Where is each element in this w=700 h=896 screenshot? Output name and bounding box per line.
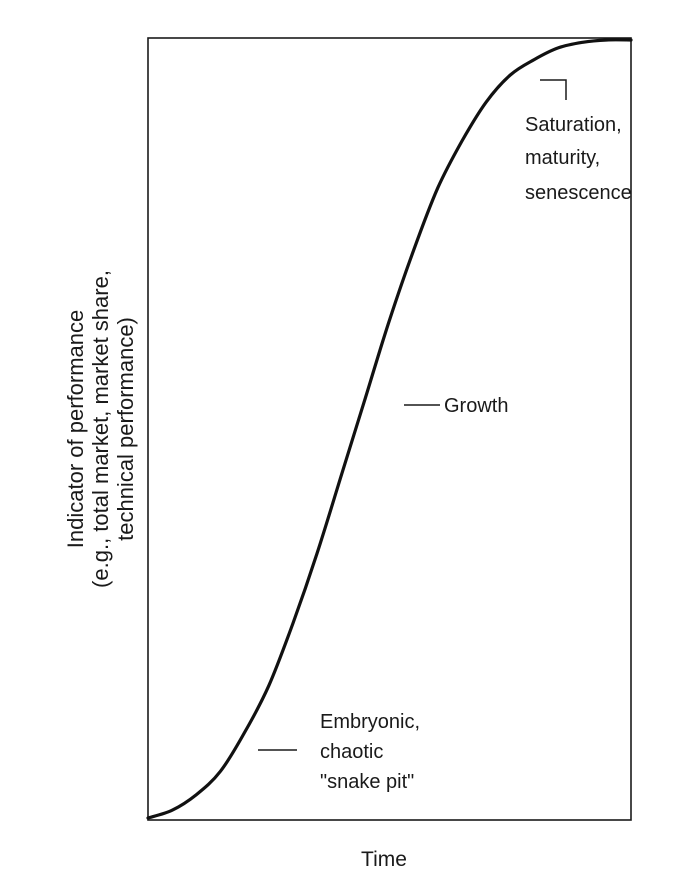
plot-frame <box>147 37 632 821</box>
annotation-saturation-line-2: maturity, <box>525 147 600 169</box>
annotation-embryonic-line-2: chaotic <box>320 741 383 763</box>
annotation-growth: Growth <box>404 395 508 417</box>
y-axis-label-line-2: (e.g., total market, market share, <box>88 270 113 588</box>
annotation-saturation-line-3: senescence <box>525 182 632 204</box>
y-axis-label-line-1: Indicator of performance <box>63 310 88 548</box>
series-line <box>146 38 633 820</box>
x-axis-label: Time <box>361 848 407 871</box>
annotation-saturation: Saturation, maturity, senescence <box>525 79 632 204</box>
annotation-embryonic: Embryonic, chaotic "snake pit" <box>258 711 420 793</box>
annotation-embryonic-line-3: "snake pit" <box>320 771 414 793</box>
annotation-saturation-line-1: Saturation, <box>525 114 622 136</box>
y-axis-label: Indicator of performance (e.g., total ma… <box>63 270 138 588</box>
annotation-embryonic-line-1: Embryonic, <box>320 711 420 733</box>
y-axis-label-line-3: technical performance) <box>113 317 138 541</box>
annotation-saturation-leader <box>540 79 567 100</box>
annotation-growth-label: Growth <box>444 395 508 417</box>
